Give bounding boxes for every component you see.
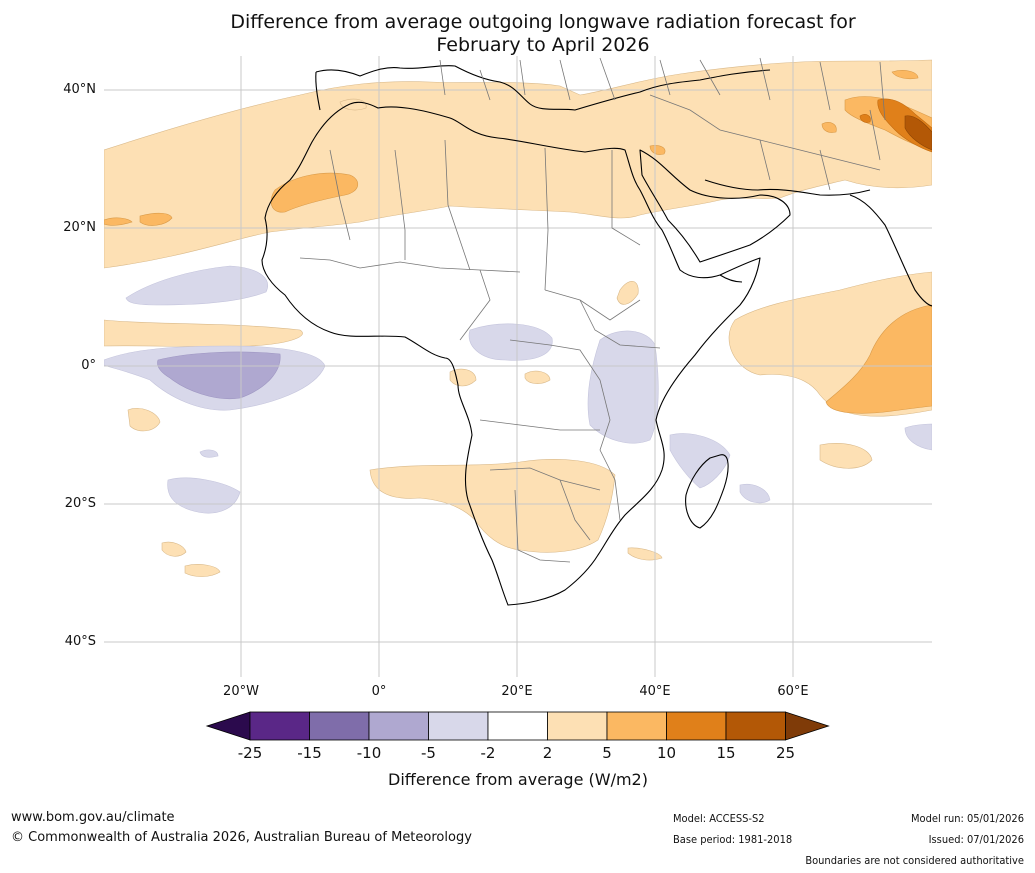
lat-label-0: 0° [81, 358, 96, 373]
lon-label-0: 0° [371, 684, 387, 699]
colorbar-tick-label: -10 [356, 744, 382, 762]
colorbar-tick-label: -2 [480, 744, 496, 762]
colorbar-swatch [428, 711, 489, 741]
colorbar-swatch [309, 711, 370, 741]
lat-label-40s: 40°S [64, 634, 96, 649]
colorbar-swatch [725, 711, 786, 741]
colorbar-tick-label: -5 [421, 744, 436, 762]
colorbar-tick-label: 25 [775, 744, 796, 762]
colorbar-tick-label: -15 [297, 744, 322, 762]
colorbar-swatch [487, 711, 548, 741]
map-title-line-2: February to April 2026 [436, 34, 650, 56]
base-period: Base period: 1981-2018 [673, 833, 793, 846]
country-borders [299, 57, 886, 563]
colorbar-tick-label: 2 [542, 744, 553, 762]
coastlines [261, 65, 932, 606]
issued-date: Issued: 07/01/2026 [928, 833, 1024, 846]
colorbar-swatch [666, 711, 727, 741]
colorbar-tick-label: 15 [716, 744, 736, 762]
model-run-date: Model run: 05/01/2026 [911, 812, 1024, 825]
colorbar-swatch [368, 711, 429, 741]
boundaries-disclaimer: Boundaries are not considered authoritat… [805, 854, 1024, 867]
website-link[interactable]: www.bom.gov.au/climate [11, 810, 175, 825]
colorbar-swatch [606, 711, 667, 741]
model-name: Model: ACCESS-S2 [673, 812, 765, 825]
colorbar-extend-high [785, 711, 830, 741]
colorbar-swatch [547, 711, 608, 741]
graticule [104, 56, 932, 677]
lat-label-20n: 20°N [63, 220, 96, 235]
anomaly-15-to-25-region [904, 115, 932, 151]
lon-label-60e: 60°E [777, 684, 809, 699]
legend-title: Difference from average (W/m2) [388, 770, 648, 789]
colorbar-extend-low [205, 711, 251, 741]
colorbar-swatch [249, 711, 310, 741]
lon-label-20w: 20°W [223, 684, 259, 699]
map-title-line-1: Difference from average outgoing longwav… [230, 11, 856, 33]
colorbar-tick-label: -25 [237, 744, 263, 762]
lon-label-40e: 40°E [639, 684, 671, 699]
anomaly-minus-10-to-minus-5-region [157, 351, 281, 400]
copyright-text: © Commonwealth of Australia 2026, Austra… [11, 830, 472, 845]
colorbar-tick-label: 10 [656, 744, 677, 762]
colorbar-tick-label: 5 [602, 744, 612, 762]
lat-label-40n: 40°N [63, 82, 96, 97]
lat-label-20s: 20°S [64, 496, 96, 511]
lon-label-20e: 20°E [501, 684, 533, 699]
